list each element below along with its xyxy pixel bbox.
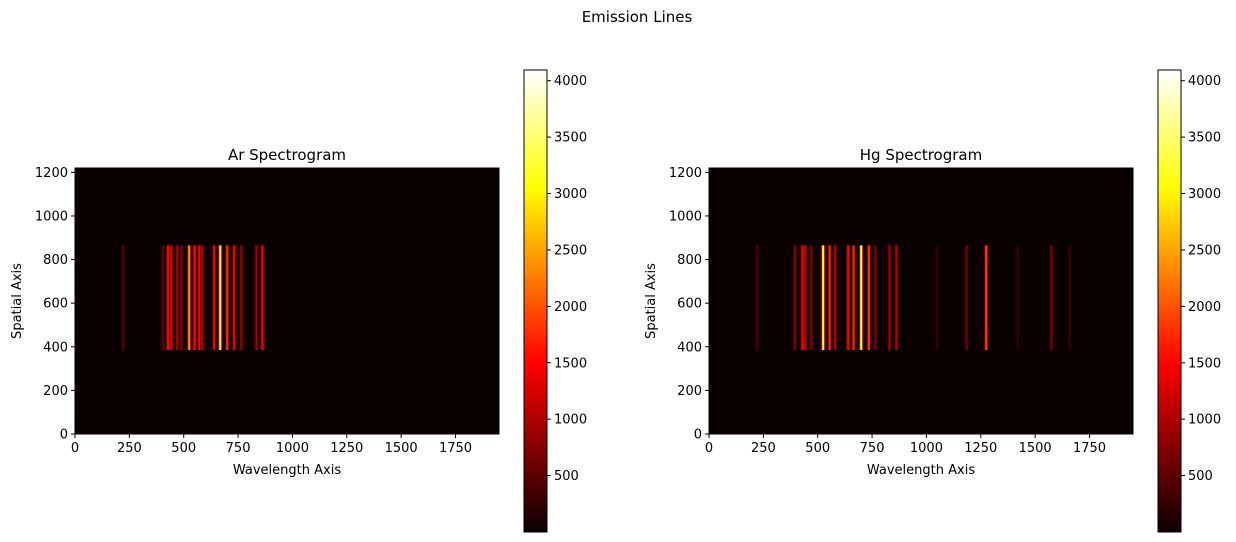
y-tick-label-0: 0 — [60, 428, 68, 443]
x-axis-label: Wavelength Axis — [867, 463, 975, 478]
x-tick-label-0: 0 — [705, 441, 713, 456]
chart-title: Ar Spectrogram — [228, 146, 346, 164]
colorbar-tick-label-3: 2000 — [554, 300, 587, 315]
y-tick-label-3: 600 — [43, 297, 68, 312]
colorbar-tick-label-2: 1500 — [1188, 356, 1221, 371]
y-tick-label-2: 400 — [677, 340, 702, 355]
y-tick-label-3: 600 — [677, 297, 702, 312]
colorbar-tick-label-6: 3500 — [554, 131, 587, 146]
axes-frame — [708, 167, 1134, 435]
y-tick-label-5: 1000 — [35, 209, 68, 224]
y-tick-label-1: 200 — [43, 384, 68, 399]
y-axis-label: Spatial Axis — [10, 263, 25, 339]
x-tick-label-5: 1250 — [964, 441, 997, 456]
y-axis-label: Spatial Axis — [644, 263, 659, 339]
x-tick-label-7: 1750 — [1073, 441, 1106, 456]
x-tick-label-1: 250 — [751, 441, 776, 456]
colorbar-tick-label-2: 1500 — [554, 356, 587, 371]
colorbar-tick-label-5: 3000 — [554, 187, 587, 202]
x-tick-label-4: 1000 — [910, 441, 943, 456]
y-tick-label-0: 0 — [694, 428, 702, 443]
colorbar-tick-label-7: 4000 — [554, 74, 587, 89]
x-tick-label-4: 1000 — [276, 441, 309, 456]
x-tick-label-2: 500 — [171, 441, 196, 456]
y-tick-label-2: 400 — [43, 340, 68, 355]
x-tick-label-7: 1750 — [439, 441, 472, 456]
colorbar — [523, 69, 548, 533]
y-tick-label-6: 1200 — [669, 166, 702, 181]
colorbar-tick-label-1: 1000 — [554, 413, 587, 428]
x-tick-label-3: 750 — [860, 441, 885, 456]
colorbar-tick-label-4: 2500 — [554, 243, 587, 258]
x-tick-label-6: 1500 — [385, 441, 418, 456]
x-tick-label-1: 250 — [117, 441, 142, 456]
heatmap-background — [709, 168, 1133, 434]
x-axis-label: Wavelength Axis — [233, 463, 341, 478]
y-tick-label-4: 800 — [677, 253, 702, 268]
colorbar — [1157, 69, 1182, 533]
colorbar-tick-label-4: 2500 — [1188, 243, 1221, 258]
x-tick-label-3: 750 — [226, 441, 251, 456]
y-tick-label-1: 200 — [677, 384, 702, 399]
x-tick-label-2: 500 — [805, 441, 830, 456]
chart-title: Hg Spectrogram — [860, 146, 982, 164]
y-tick-label-4: 800 — [43, 253, 68, 268]
colorbar-tick-label-6: 3500 — [1188, 131, 1221, 146]
y-tick-label-5: 1000 — [669, 209, 702, 224]
y-tick-label-6: 1200 — [35, 166, 68, 181]
x-tick-label-5: 1250 — [330, 441, 363, 456]
axes-frame — [74, 167, 500, 435]
colorbar-tick-label-7: 4000 — [1188, 74, 1221, 89]
panel-ar-spectrogram: 0 250 500 750 1000 1250 1500 1750 0 200 400 600 800 1… — [10, 69, 587, 533]
colorbar-tick-label-3: 2000 — [1188, 300, 1221, 315]
panel-hg-spectrogram: 0 250 500 750 1000 1250 1500 1750 0 200 400 600 800 1… — [644, 69, 1221, 533]
colorbar-tick-label-5: 3000 — [1188, 187, 1221, 202]
x-tick-label-6: 1500 — [1019, 441, 1052, 456]
x-tick-label-0: 0 — [71, 441, 79, 456]
colorbar-tick-label-0: 500 — [1188, 469, 1213, 484]
figure-suptitle: Emission Lines — [582, 8, 693, 26]
heatmap-background — [75, 168, 499, 434]
colorbar-tick-label-1: 1000 — [1188, 413, 1221, 428]
colorbar-tick-label-0: 500 — [554, 469, 579, 484]
